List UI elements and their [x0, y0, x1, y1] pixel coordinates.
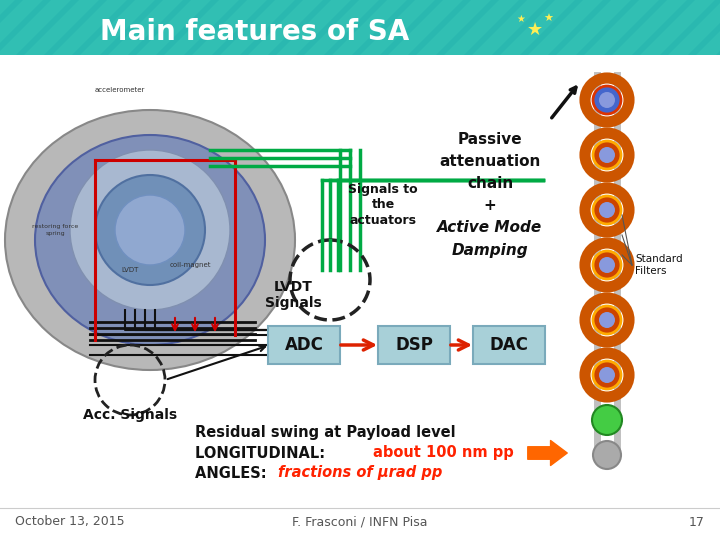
Polygon shape	[444, 0, 519, 55]
Text: LONGITUDINAL:: LONGITUDINAL:	[195, 446, 330, 461]
Text: October 13, 2015: October 13, 2015	[15, 516, 125, 529]
Circle shape	[599, 147, 615, 163]
Text: F. Frasconi / INFN Pisa: F. Frasconi / INFN Pisa	[292, 516, 428, 529]
Ellipse shape	[5, 110, 295, 370]
Text: DAC: DAC	[490, 336, 528, 354]
Text: about 100 nm pp: about 100 nm pp	[373, 446, 514, 461]
FancyBboxPatch shape	[0, 0, 720, 55]
Polygon shape	[500, 0, 575, 55]
Circle shape	[70, 150, 230, 310]
Polygon shape	[108, 0, 183, 55]
Text: LVDT: LVDT	[121, 267, 139, 273]
Text: ★: ★	[517, 14, 526, 24]
Circle shape	[593, 361, 621, 389]
Polygon shape	[52, 0, 127, 55]
Text: +: +	[484, 199, 496, 213]
Text: attenuation: attenuation	[439, 154, 541, 170]
Text: coil-magnet: coil-magnet	[169, 262, 211, 268]
Polygon shape	[0, 0, 15, 55]
Text: ★: ★	[543, 14, 553, 24]
Circle shape	[95, 175, 205, 285]
Polygon shape	[416, 0, 491, 55]
Circle shape	[599, 202, 615, 218]
Polygon shape	[164, 0, 239, 55]
Polygon shape	[304, 0, 379, 55]
Text: chain: chain	[467, 177, 513, 192]
Polygon shape	[584, 0, 659, 55]
Circle shape	[599, 312, 615, 328]
Text: ANGLES:: ANGLES:	[195, 465, 271, 481]
Text: Residual swing at Payload level: Residual swing at Payload level	[195, 424, 456, 440]
Text: Passive: Passive	[458, 132, 522, 147]
Polygon shape	[0, 0, 71, 55]
Polygon shape	[332, 0, 407, 55]
Polygon shape	[556, 0, 631, 55]
Circle shape	[599, 257, 615, 273]
Polygon shape	[696, 0, 720, 55]
FancyBboxPatch shape	[378, 326, 450, 364]
FancyBboxPatch shape	[268, 326, 340, 364]
Text: Active Mode: Active Mode	[437, 220, 543, 235]
Polygon shape	[220, 0, 295, 55]
Polygon shape	[640, 0, 715, 55]
Circle shape	[115, 195, 185, 265]
Circle shape	[599, 367, 615, 383]
Text: DSP: DSP	[395, 336, 433, 354]
Circle shape	[592, 405, 622, 435]
Text: accelerometer: accelerometer	[95, 87, 145, 93]
Polygon shape	[612, 0, 687, 55]
Polygon shape	[136, 0, 211, 55]
Ellipse shape	[35, 135, 265, 345]
Polygon shape	[668, 0, 720, 55]
Polygon shape	[248, 0, 323, 55]
Polygon shape	[0, 0, 43, 55]
Polygon shape	[528, 0, 603, 55]
Text: Signals to
the
actuators: Signals to the actuators	[348, 184, 418, 226]
FancyArrowPatch shape	[528, 441, 567, 465]
Circle shape	[599, 92, 615, 108]
Polygon shape	[276, 0, 351, 55]
Text: Main features of SA: Main features of SA	[100, 18, 410, 46]
Text: LVDT
Signals: LVDT Signals	[265, 280, 321, 310]
Text: restoring force
spring: restoring force spring	[32, 225, 78, 235]
Text: Damping: Damping	[451, 242, 528, 258]
Text: Standard
Filters: Standard Filters	[635, 254, 683, 276]
Polygon shape	[192, 0, 267, 55]
Polygon shape	[24, 0, 99, 55]
Polygon shape	[472, 0, 547, 55]
Circle shape	[593, 441, 621, 469]
FancyBboxPatch shape	[473, 326, 545, 364]
Circle shape	[593, 196, 621, 224]
Polygon shape	[388, 0, 463, 55]
Circle shape	[593, 141, 621, 169]
Text: Acc. Signals: Acc. Signals	[83, 408, 177, 422]
Text: 17: 17	[689, 516, 705, 529]
Polygon shape	[80, 0, 155, 55]
Circle shape	[593, 306, 621, 334]
Text: fractions of μrad pp: fractions of μrad pp	[278, 465, 442, 481]
Circle shape	[593, 86, 621, 114]
Polygon shape	[360, 0, 435, 55]
Text: ADC: ADC	[284, 336, 323, 354]
Circle shape	[593, 251, 621, 279]
Text: ★: ★	[527, 21, 543, 39]
